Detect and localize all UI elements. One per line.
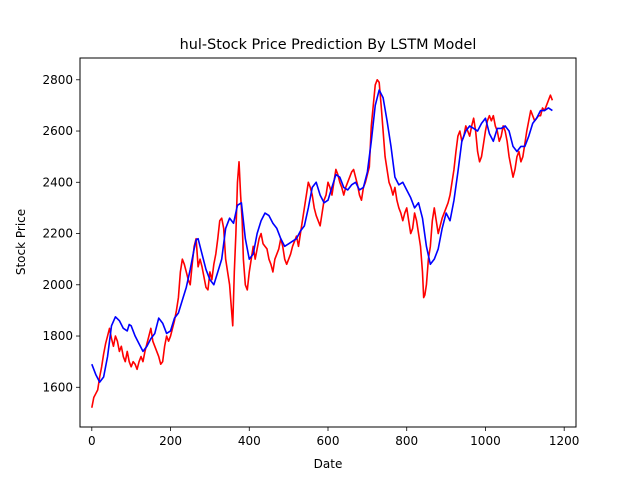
y-tick-label: 1800 [42, 329, 73, 343]
y-tick-label: 2600 [42, 124, 73, 138]
y-tick-label: 2200 [42, 227, 73, 241]
x-tick-label: 1000 [470, 434, 501, 448]
y-tick-label: 2400 [42, 175, 73, 189]
y-axis-label: Stock Price [14, 209, 28, 275]
x-axis-label: Date [314, 457, 343, 471]
y-tick-label: 2000 [42, 278, 73, 292]
x-tick-label: 600 [317, 434, 340, 448]
x-tick-label: 0 [88, 434, 96, 448]
y-tick-label: 1600 [42, 380, 73, 394]
series-line-1 [91, 78, 554, 408]
x-tick-label: 200 [159, 434, 182, 448]
y-axis-ticks: 1600 1800 2000 2200 2400 2600 2800 [42, 73, 80, 394]
series-layer [91, 78, 554, 408]
y-tick-label: 2800 [42, 73, 73, 87]
series-line-2 [91, 89, 553, 383]
x-tick-label: 1200 [549, 434, 580, 448]
x-tick-label: 800 [395, 434, 418, 448]
x-axis-ticks: 0 200 400 600 800 1000 1200 [88, 427, 579, 448]
chart-title: hul-Stock Price Prediction By LSTM Model [180, 37, 477, 53]
x-tick-label: 400 [238, 434, 261, 448]
